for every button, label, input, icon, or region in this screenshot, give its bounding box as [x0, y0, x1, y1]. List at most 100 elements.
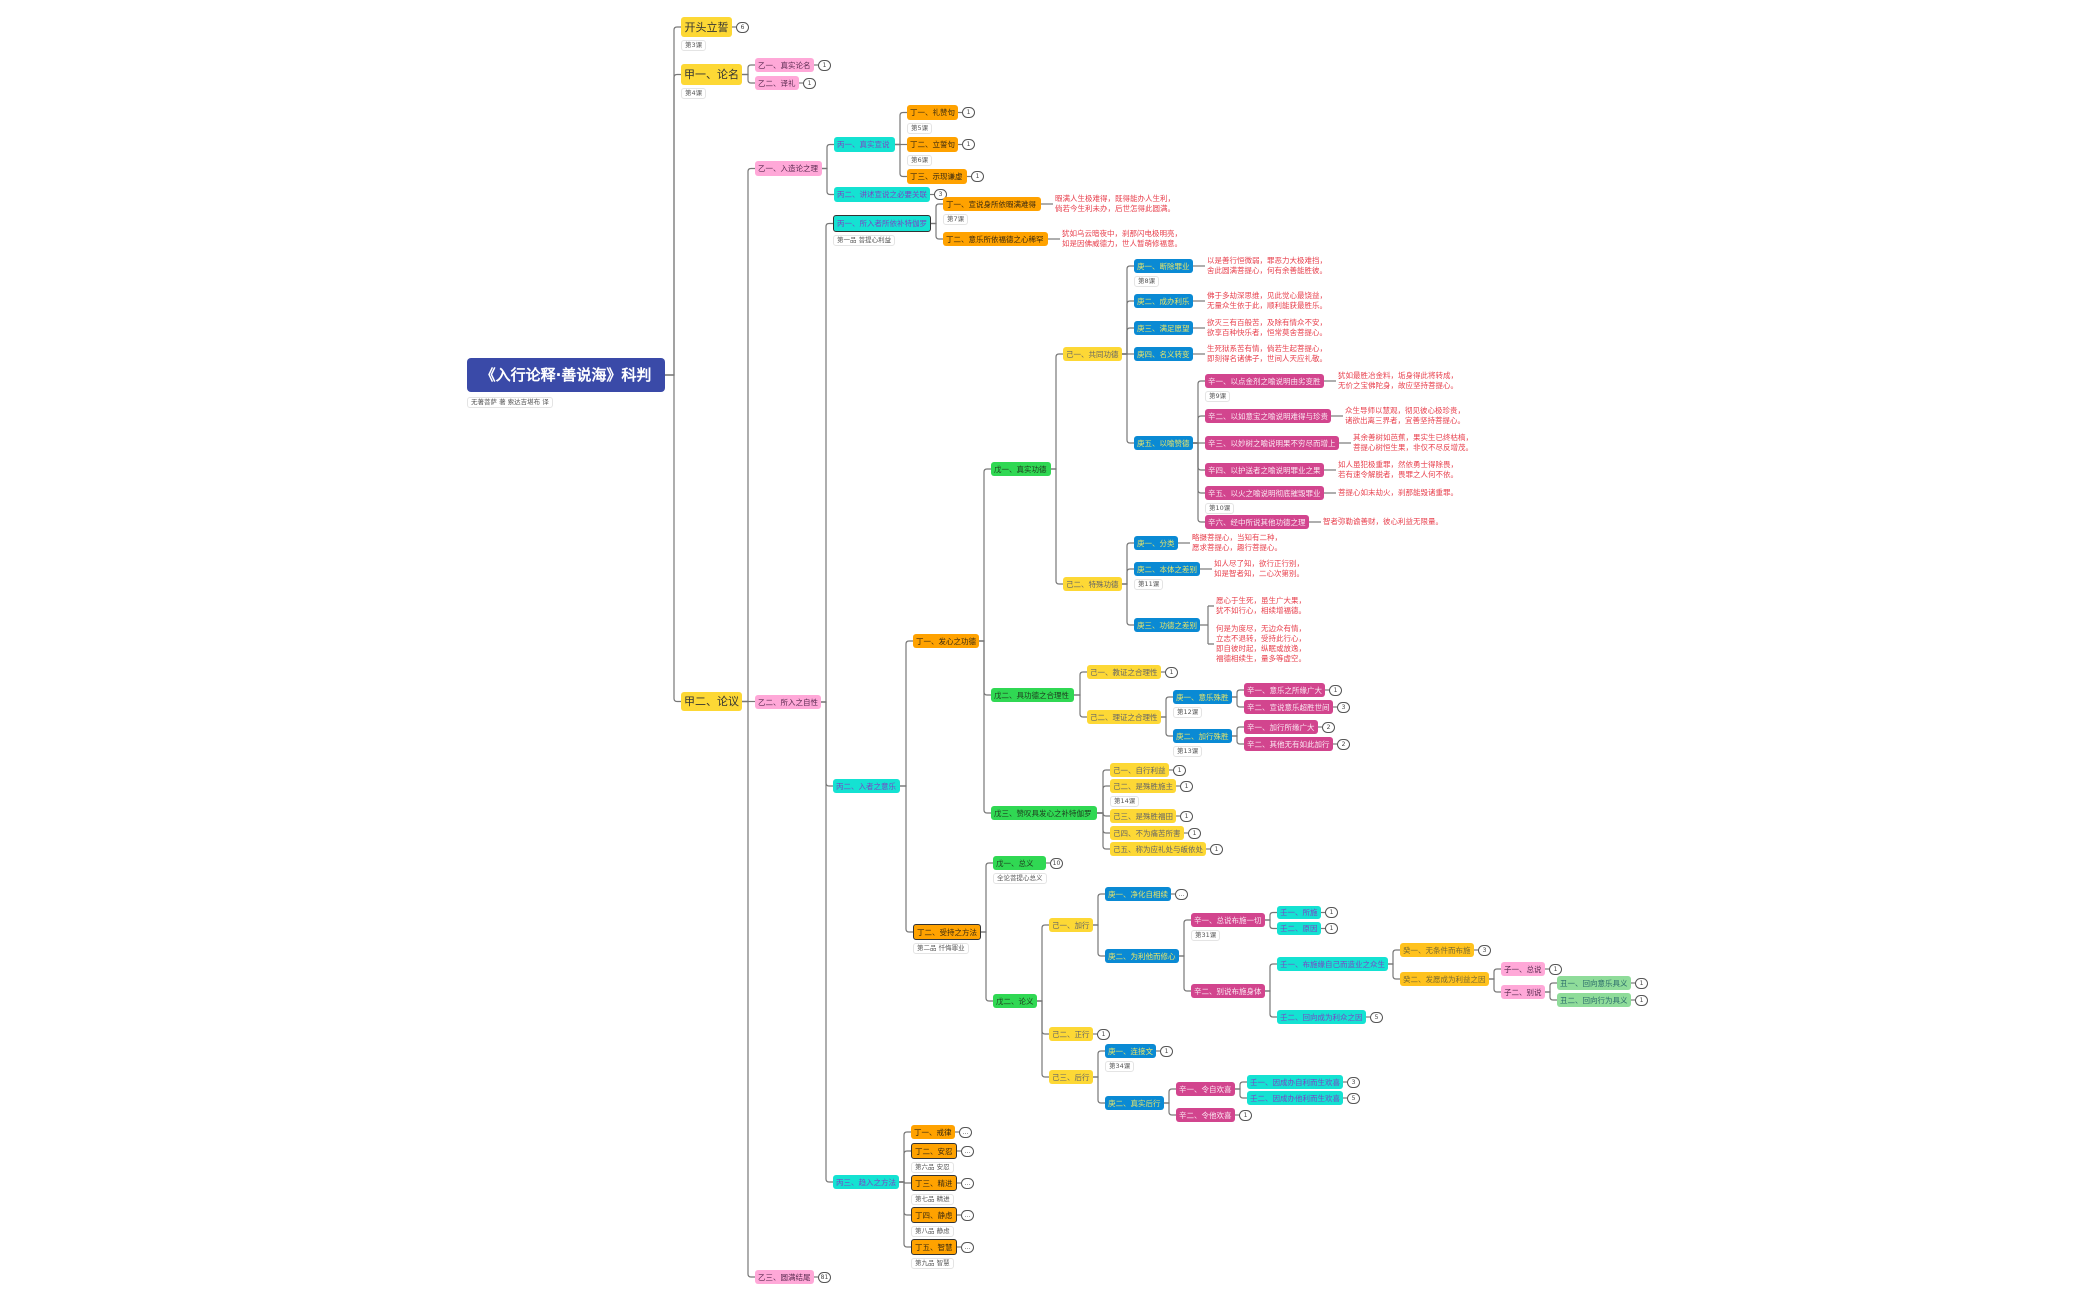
topic-n1[interactable]: 己一、教证之合理性 [1087, 665, 1161, 679]
topic-w5[interactable]: 壬一、因成办自利而生欢喜 [1247, 1075, 1343, 1089]
topic-kt[interactable]: 开头立誓 [681, 17, 732, 37]
topic-dd1[interactable]: 丁一、戒律 [911, 1125, 955, 1139]
topic-w1[interactable]: 壬一、所施 [1277, 906, 1321, 919]
collapse-count-badge[interactable]: 3 [934, 189, 947, 200]
topic-m3[interactable]: 庚三、功德之差别 [1134, 618, 1200, 632]
collapse-count-badge[interactable]: … [1175, 888, 1188, 900]
topic-r1[interactable]: 戊一、总义 [993, 856, 1046, 870]
topic-q2[interactable]: 己二、是殊胜施主 [1110, 779, 1176, 793]
topic-k3[interactable]: 辛三、以妙树之喻说明果不穷尽而增上 [1205, 436, 1339, 450]
collapse-count-badge[interactable]: 2 [1322, 721, 1335, 733]
topic-d1[interactable]: 丁一、礼赞句 [907, 105, 958, 120]
collapse-count-badge[interactable]: 1 [1239, 1109, 1252, 1121]
collapse-count-badge[interactable]: … [961, 1209, 974, 1221]
collapse-count-badge[interactable]: 81 [818, 1271, 831, 1283]
topic-dd2[interactable]: 丁二、安忍 [911, 1143, 957, 1159]
collapse-count-badge[interactable]: 5 [1370, 1011, 1383, 1023]
topic-d3[interactable]: 丁三、示现谦虚 [907, 169, 967, 184]
collapse-count-badge[interactable]: 1 [1173, 764, 1186, 776]
topic-m2[interactable]: 庚二、本体之差别 [1134, 562, 1200, 576]
collapse-count-badge[interactable]: … [961, 1177, 974, 1189]
collapse-count-badge[interactable]: 1 [1180, 780, 1193, 792]
topic-p4[interactable]: 辛二、其他无有如此加行 [1244, 737, 1333, 751]
collapse-count-badge[interactable]: 5 [1347, 1092, 1360, 1104]
collapse-count-badge[interactable]: 3 [1478, 944, 1491, 956]
topic-x1[interactable]: 癸一、无条件而布施 [1400, 943, 1474, 957]
topic-u2[interactable]: 辛二、别说布施身体 [1191, 984, 1265, 998]
collapse-count-badge[interactable]: 3 [1337, 701, 1350, 713]
collapse-count-badge[interactable]: 1 [1165, 666, 1178, 678]
topic-j2[interactable]: 甲二、论议 [681, 692, 742, 711]
topic-i3[interactable]: 庚三、满足愿望 [1134, 321, 1193, 335]
topic-u3[interactable]: 辛一、令自欢喜 [1176, 1082, 1235, 1096]
topic-dd5[interactable]: 丁五、智慧 [911, 1239, 957, 1255]
topic-t1[interactable]: 庚一、净化自相续 [1105, 887, 1171, 901]
topic-j1[interactable]: 甲一、论名 [681, 64, 742, 85]
collapse-count-badge[interactable]: 1 [1325, 923, 1338, 934]
topic-i5[interactable]: 庚五、以喻赞德 [1134, 436, 1193, 450]
topic-n2[interactable]: 己二、理证之合理性 [1087, 710, 1161, 724]
collapse-count-badge[interactable]: 1 [1635, 977, 1648, 989]
topic-z2[interactable]: 子二、别说 [1501, 985, 1545, 999]
topic-y1b[interactable]: 乙二、译礼 [755, 76, 799, 90]
topic-d2[interactable]: 丁二、立誓句 [907, 137, 958, 152]
topic-p1[interactable]: 辛一、意乐之所缘广大 [1244, 683, 1325, 697]
topic-i2[interactable]: 庚二、成办利乐 [1134, 294, 1193, 308]
collapse-count-badge[interactable]: 1 [1635, 994, 1648, 1006]
topic-m1[interactable]: 庚一、分类 [1134, 536, 1178, 550]
collapse-count-badge[interactable]: 1 [1329, 684, 1342, 696]
topic-t2[interactable]: 庚二、为利他而修心 [1105, 949, 1179, 963]
topic-k2[interactable]: 辛二、以如意宝之喻说明难得与珍贵 [1205, 409, 1331, 423]
topic-o1[interactable]: 庚一、意乐殊胜 [1173, 690, 1232, 704]
collapse-count-badge[interactable]: 1 [1097, 1028, 1110, 1040]
topic-y2a[interactable]: 乙一、入造论之理 [755, 161, 822, 176]
topic-dd3[interactable]: 丁三、精进 [911, 1175, 957, 1191]
topic-i4[interactable]: 庚四、名义转变 [1134, 347, 1193, 361]
topic-dd4[interactable]: 丁四、静虑 [911, 1207, 957, 1223]
topic-o2[interactable]: 庚二、加行殊胜 [1173, 729, 1232, 743]
topic-r2[interactable]: 戊二、论义 [993, 994, 1037, 1008]
collapse-count-badge[interactable]: 2 [1337, 738, 1350, 750]
topic-i1[interactable]: 庚一、断除罪业 [1134, 259, 1193, 273]
topic-u1[interactable]: 辛一、总说布施一切 [1191, 913, 1265, 927]
topic-q3[interactable]: 己三、是殊胜福田 [1110, 809, 1176, 823]
topic-c2[interactable]: 丙二、入者之意乐 [833, 779, 900, 793]
topic-w3[interactable]: 壬一、布施缘自己而造业之众生 [1277, 957, 1388, 971]
topic-q5[interactable]: 己五、称为应礼处与皈依处 [1110, 842, 1206, 856]
collapse-count-badge[interactable]: … [959, 1126, 972, 1138]
topic-w2[interactable]: 壬二、原因 [1277, 922, 1321, 935]
topic-z1[interactable]: 子一、总说 [1501, 962, 1545, 976]
topic-k6[interactable]: 辛六、经中所说其他功德之理 [1205, 515, 1309, 529]
topic-w4[interactable]: 壬二、回向成为利众之因 [1277, 1010, 1366, 1024]
collapse-count-badge[interactable]: … [961, 1145, 974, 1157]
topic-c3[interactable]: 丙三、趋入之方法 [833, 1175, 899, 1189]
topic-g1[interactable]: 戊一、真实功德 [991, 462, 1051, 476]
topic-s3[interactable]: 己三、后行 [1049, 1070, 1093, 1084]
topic-g3[interactable]: 戊三、赞叹具发心之补特伽罗 [991, 806, 1097, 820]
collapse-count-badge[interactable]: 1 [1549, 963, 1562, 975]
topic-e2[interactable]: 丁二、意乐所依福德之心稀罕 [943, 232, 1048, 246]
topic-k1[interactable]: 辛一、以点金剂之喻说明由劣变胜 [1205, 374, 1324, 388]
topic-f1[interactable]: 丁一、发心之功德 [913, 634, 979, 648]
topic-b1[interactable]: 丙一、真实宣说 [834, 137, 895, 152]
root-topic[interactable]: 《入行论释·善说海》科判 [467, 358, 665, 392]
collapse-count-badge[interactable]: 1 [1188, 827, 1201, 839]
collapse-count-badge[interactable]: 1 [1210, 843, 1223, 855]
topic-a1[interactable]: 丑一、回向意乐具义 [1557, 976, 1631, 990]
topic-q1[interactable]: 己一、自行利益 [1110, 763, 1169, 777]
collapse-count-badge[interactable]: 1 [818, 59, 831, 71]
topic-p3[interactable]: 辛一、加行所缘广大 [1244, 720, 1318, 734]
topic-h1[interactable]: 己一、共同功德 [1063, 347, 1122, 361]
topic-y1a[interactable]: 乙一、真实论名 [755, 58, 814, 72]
collapse-count-badge[interactable]: … [961, 1241, 974, 1253]
topic-s1[interactable]: 己一、加行 [1049, 918, 1093, 932]
collapse-count-badge[interactable]: 10 [1050, 857, 1063, 869]
collapse-count-badge[interactable]: 1 [803, 77, 816, 89]
topic-b2[interactable]: 丙二、讲述宣说之必要关联 [834, 187, 930, 202]
topic-t4[interactable]: 庚二、真实后行 [1105, 1096, 1164, 1110]
collapse-count-badge[interactable]: 1 [962, 107, 975, 118]
topic-f2[interactable]: 丁二、受持之方法 [913, 924, 981, 940]
topic-y2c[interactable]: 乙三、圆满结尾 [755, 1270, 814, 1284]
topic-y2b[interactable]: 乙二、所入之自性 [755, 695, 821, 709]
topic-w6[interactable]: 壬二、因成办他利而生欢喜 [1247, 1091, 1343, 1105]
